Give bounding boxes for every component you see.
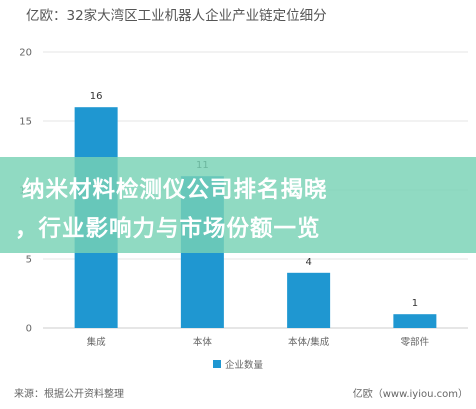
x-tick-label: 本体/集成 [288, 336, 330, 348]
data-label: 16 [90, 91, 103, 102]
bar [393, 314, 437, 328]
banner-subheadline: ，行业影响力与市场份额一览 [15, 216, 321, 242]
banner-headline: 纳米材料检测仪公司排名揭晓 [22, 177, 328, 203]
bar [287, 272, 331, 328]
y-tick-label: 5 [26, 255, 32, 266]
y-tick-label: 20 [19, 48, 32, 59]
chart-legend: 企业数量 [0, 357, 476, 371]
x-tick-label: 本体 [193, 336, 213, 348]
x-tick-label: 集成 [87, 336, 107, 348]
credit-note: 亿欧（www.iyiou.com） [352, 389, 468, 400]
x-tick-label: 零部件 [401, 336, 430, 348]
overlay-banner: 纳米材料检测仪公司排名揭晓 ，行业影响力与市场份额一览 [0, 157, 476, 253]
data-label: 4 [305, 257, 311, 268]
legend-label: 企业数量 [224, 360, 263, 371]
y-tick-label: 0 [26, 324, 32, 335]
data-label: 1 [412, 298, 418, 309]
source-note: 来源：根据公开资料整理 [14, 389, 124, 400]
chart-title: 亿欧：32家大湾区工业机器人企业产业链定位细分 [26, 8, 327, 24]
legend-swatch [212, 360, 221, 368]
y-tick-label: 15 [19, 117, 32, 128]
